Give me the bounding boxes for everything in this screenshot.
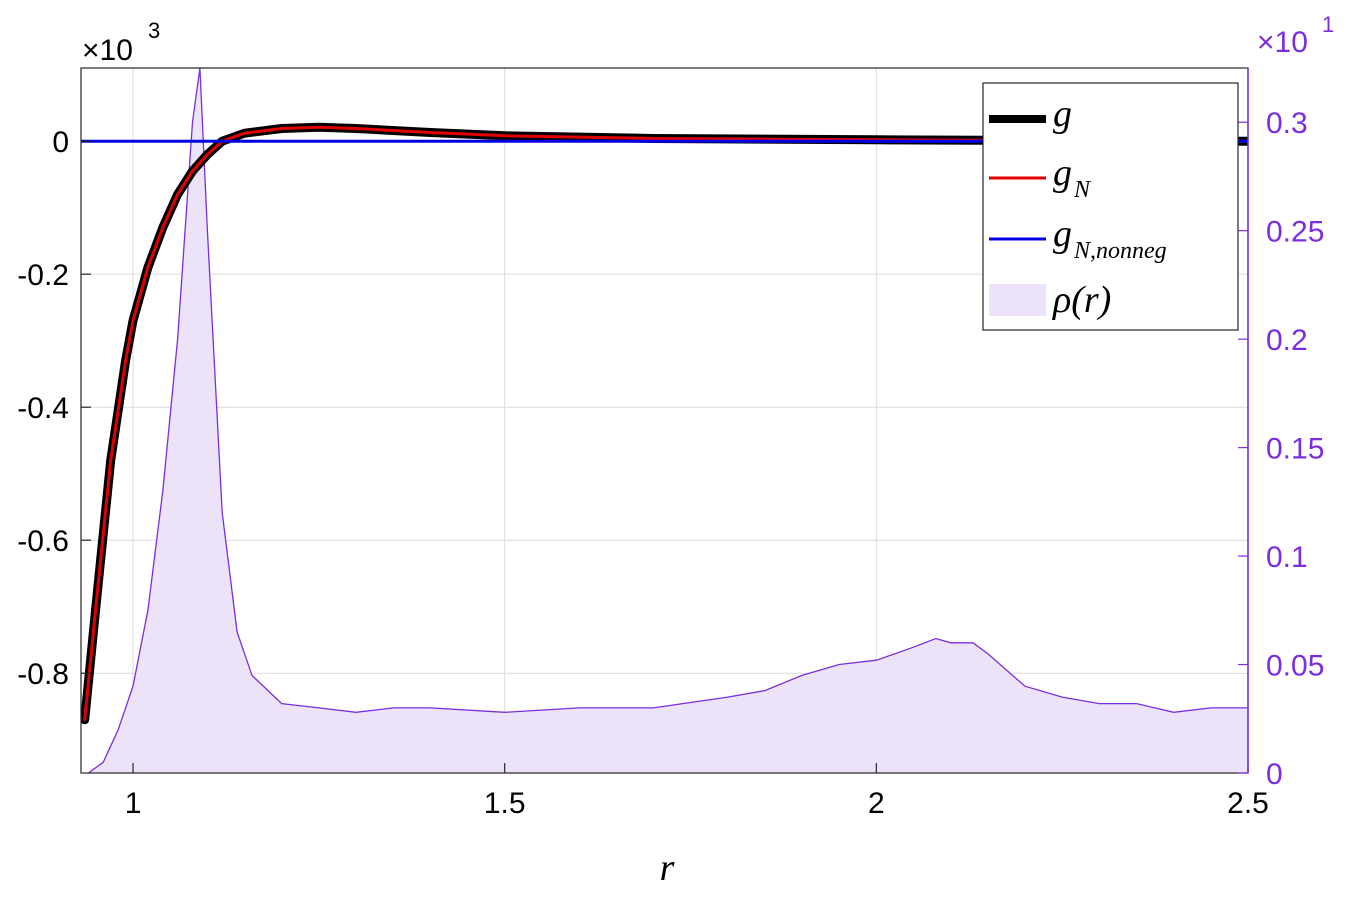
- left-y-tick-label: -0.2: [17, 259, 69, 292]
- legend-entry-gNnonneg: g N,nonneg: [989, 213, 1167, 264]
- right-y-axis-ticks: 0 0.05 0.1 0.15 0.2 0.25 0.3: [1238, 68, 1324, 791]
- legend-sub-gNnonneg: N,nonneg: [1073, 238, 1167, 264]
- right-y-tick-label: 0.3: [1266, 107, 1308, 140]
- x-tick-label: 1: [125, 787, 142, 820]
- left-y-tick-label: 0: [52, 126, 69, 159]
- legend-label-gN: g: [1053, 152, 1072, 194]
- left-exponent-base: ×10: [82, 34, 133, 67]
- left-y-axis-ticks: 0 -0.2 -0.4 -0.6 -0.8: [17, 126, 91, 691]
- legend: g g N g N,nonneg ρ(r): [982, 82, 1239, 331]
- right-y-tick-label: 0.05: [1266, 650, 1324, 683]
- density-area-fill: [88, 68, 1248, 773]
- right-exponent-label: ×10 1: [1257, 12, 1334, 59]
- left-y-tick-label: -0.4: [17, 392, 69, 425]
- left-exponent-power: 3: [148, 18, 160, 43]
- right-y-tick-label: 0.1: [1266, 541, 1308, 574]
- left-y-tick-label: -0.6: [17, 525, 69, 558]
- x-tick-label: 1.5: [484, 787, 526, 820]
- x-tick-label: 2: [868, 787, 885, 820]
- legend-label-rho: ρ(r): [1052, 279, 1111, 321]
- left-y-tick-label: -0.8: [17, 658, 69, 691]
- right-y-tick-label: 0.15: [1266, 433, 1324, 466]
- legend-entry-gN: g N: [989, 152, 1092, 203]
- legend-label-g: g: [1053, 93, 1072, 135]
- right-y-tick-label: 0.25: [1266, 216, 1324, 249]
- right-exponent-base: ×10: [1257, 26, 1308, 59]
- legend-sub-gN: N: [1073, 177, 1092, 203]
- right-exponent-power: 1: [1322, 12, 1334, 37]
- legend-entry-rho: ρ(r): [989, 279, 1111, 321]
- legend-label-gNnonneg: g: [1053, 213, 1072, 255]
- x-tick-label: 2.5: [1227, 787, 1269, 820]
- legend-swatch-rho: [989, 284, 1046, 316]
- x-axis-ticks: 1 1.5 2 2.5: [125, 763, 1269, 820]
- left-exponent-label: ×10 3: [82, 18, 160, 67]
- x-axis-label: r: [660, 847, 675, 889]
- density-line: [88, 68, 1248, 773]
- right-y-tick-label: 0.2: [1266, 324, 1308, 357]
- right-y-tick-label: 0: [1266, 758, 1283, 791]
- legend-entry-g: g: [989, 93, 1072, 135]
- density-area-layer: [88, 68, 1248, 773]
